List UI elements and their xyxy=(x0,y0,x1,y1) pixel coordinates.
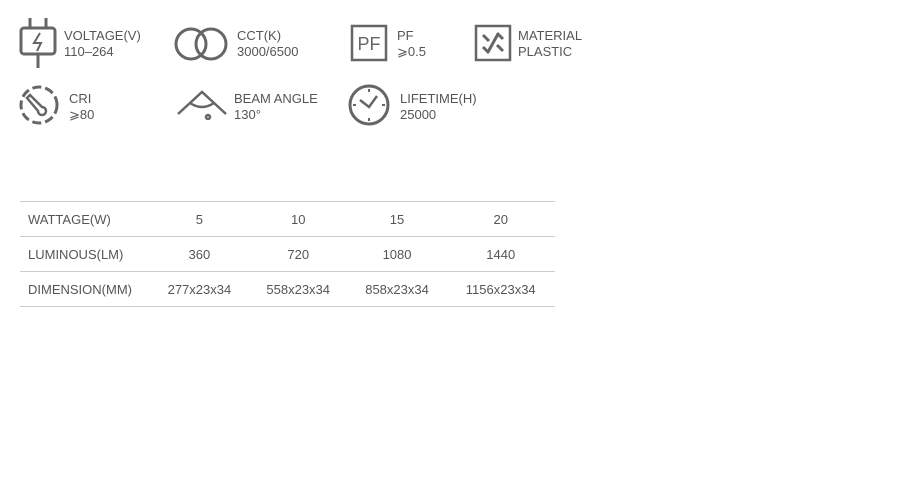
cell: 10 xyxy=(248,201,348,237)
cell: 277x23x34 xyxy=(150,271,249,307)
thermometer-icon xyxy=(18,84,60,126)
material-icon xyxy=(474,24,512,62)
spec-voltage: VOLTAGE(V) 110–264 xyxy=(64,28,141,59)
spec-table: WATTAGE(W) 5 10 15 20 LUMINOUS(LM) 360 720 1080… xyxy=(20,201,555,307)
table-row: WATTAGE(W) 5 10 15 20 xyxy=(20,201,555,237)
cell: 360 xyxy=(150,236,249,272)
cell: 1156x23x34 xyxy=(446,271,555,307)
cell: 720 xyxy=(248,236,348,272)
cell: 558x23x34 xyxy=(248,271,348,307)
spec-pf: PF ⩾0.5 xyxy=(397,28,426,59)
cell: 5 xyxy=(150,201,249,237)
plug-icon xyxy=(18,18,58,70)
table-row: DIMENSION(MM) 277x23x34 558x23x34 858x23x34… xyxy=(20,271,555,307)
svg-text:PF: PF xyxy=(357,34,380,54)
spec-cri: CRI ⩾80 xyxy=(69,91,95,122)
row-label: LUMINOUS(LM) xyxy=(20,236,150,272)
pf-box-icon: PF xyxy=(350,24,388,62)
cell: 1440 xyxy=(446,236,555,272)
spec-lifetime: LIFETIME(H) 25000 xyxy=(400,91,477,122)
row-label: WATTAGE(W) xyxy=(20,201,150,237)
spec-beam-angle: BEAM ANGLE 130° xyxy=(234,91,318,122)
table-row: LUMINOUS(LM) 360 720 1080 1440 xyxy=(20,236,555,272)
spec-cct: CCT(K) 3000/6500 xyxy=(237,28,299,59)
cell: 1080 xyxy=(347,236,447,272)
cct-rings-icon xyxy=(172,26,230,62)
cell: 858x23x34 xyxy=(347,271,447,307)
clock-icon xyxy=(347,83,391,127)
row-label: DIMENSION(MM) xyxy=(20,271,150,307)
beam-angle-icon xyxy=(176,90,228,120)
spec-material: MATERIAL PLASTIC xyxy=(518,28,583,59)
cell: 15 xyxy=(347,201,447,237)
cell: 20 xyxy=(446,201,555,237)
